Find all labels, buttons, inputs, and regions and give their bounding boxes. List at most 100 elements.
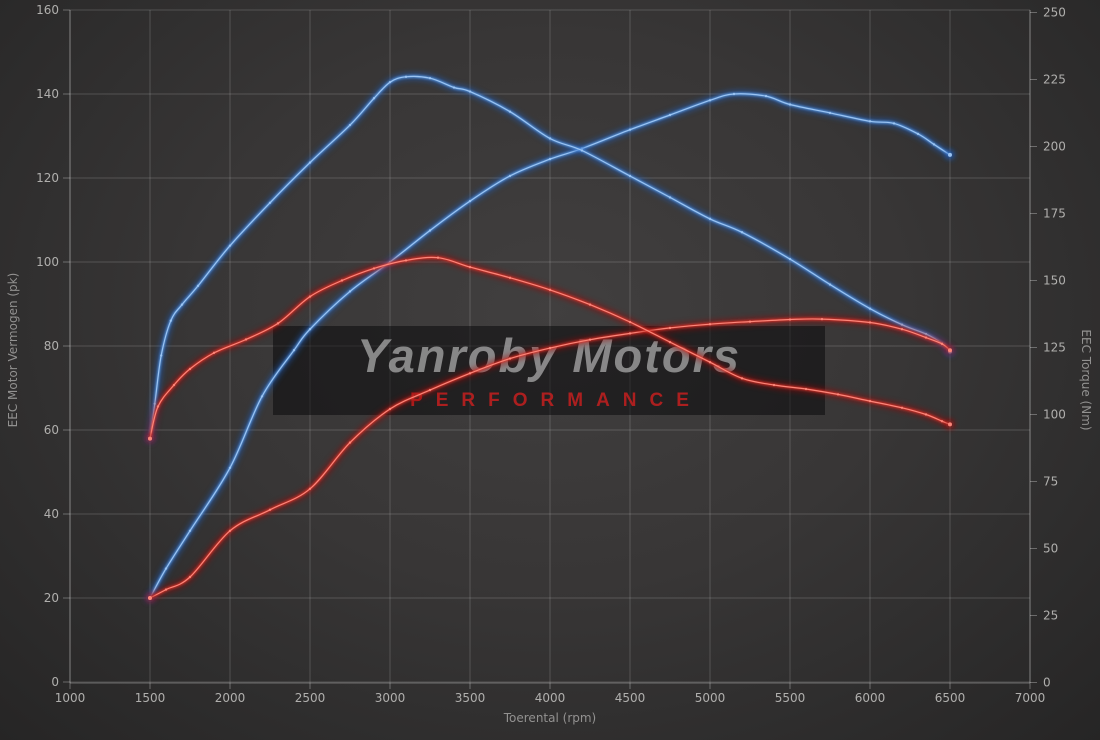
curve-marker-dot: [388, 407, 392, 411]
curve-marker-dot: [372, 267, 376, 270]
curve-marker-dot: [868, 321, 872, 324]
curve-marker-dot: [924, 413, 928, 416]
curve-marker-dot: [828, 283, 832, 286]
curve-marker-dot: [196, 284, 200, 288]
x-tick-label: 4500: [615, 691, 646, 705]
curve-marker-dot: [748, 320, 752, 323]
curve-marker-dot: [188, 575, 192, 579]
x-tick-label: 2000: [215, 691, 246, 705]
curve-marker-dot: [228, 244, 232, 247]
curve-endpoint-dot: [148, 436, 152, 441]
curve-red-torque-nm: [145, 253, 955, 444]
curve-marker-dot: [156, 405, 160, 408]
y-right-tick-label: 0: [1043, 676, 1051, 690]
x-tick-label: 5500: [775, 691, 806, 705]
curve-endpoint-dot: [948, 348, 952, 353]
curve-marker-dot: [428, 229, 432, 232]
curve-marker-dot: [468, 265, 472, 269]
curve-marker-dot: [160, 354, 163, 357]
curve-marker-dot: [828, 111, 832, 115]
y-right-tick-label: 200: [1043, 140, 1066, 154]
y-left-tick-label: 140: [36, 87, 59, 101]
y-left-tick-label: 60: [44, 423, 59, 437]
y-right-tick-label: 100: [1043, 408, 1066, 422]
curve-marker-dot: [180, 303, 184, 306]
curve-marker-dot: [708, 99, 712, 102]
x-tick-label: 6500: [935, 691, 966, 705]
y-right-tick-label: 150: [1043, 274, 1066, 288]
curve-marker-dot: [740, 231, 744, 234]
y-right-tick-label: 25: [1043, 609, 1058, 623]
curve-marker-dot: [268, 201, 272, 204]
curve-marker-dot: [404, 259, 408, 262]
curve-marker-dot: [172, 383, 176, 387]
curve-marker-dot: [164, 567, 168, 570]
y-left-tick-label: 40: [44, 507, 59, 521]
curve-marker-dot: [468, 199, 472, 203]
curve-marker-dot: [508, 276, 512, 280]
curve-marker-dot: [940, 342, 944, 346]
curve-endpoint-dot: [948, 422, 952, 427]
x-tick-label: 3500: [455, 691, 486, 705]
watermark-title: Yanroby Motors: [357, 329, 741, 382]
axis-ticks: [63, 9, 1037, 689]
curve-marker-dot: [668, 196, 672, 199]
curve-marker-dot: [668, 340, 672, 344]
curve-marker-dot: [404, 75, 408, 79]
curve-marker-dot: [732, 92, 736, 96]
x-tick-label: 5000: [695, 691, 726, 705]
y-left-tick-label: 120: [36, 171, 59, 185]
curve-core: [149, 318, 951, 599]
curve-marker-dot: [588, 338, 592, 341]
curve-marker-dot: [388, 80, 392, 84]
curve-marker-dot: [428, 76, 432, 80]
curve-marker-dot: [580, 149, 584, 152]
y-right-tick-label: 125: [1043, 341, 1066, 355]
curve-marker-dot: [548, 288, 552, 292]
curve-marker-dot: [924, 336, 928, 339]
curve-marker-dot: [292, 349, 296, 352]
curve-marker-dot: [169, 319, 172, 322]
curve-marker-dot: [628, 174, 632, 178]
curve-marker-dot: [228, 466, 232, 469]
curve-marker-dot: [348, 441, 352, 444]
y-right-tick-label: 175: [1043, 207, 1066, 221]
curve-marker-dot: [348, 123, 352, 127]
curve-marker-dot: [892, 122, 896, 125]
y-left-tick-label: 0: [51, 675, 59, 689]
curve-marker-dot: [340, 279, 344, 282]
curve-marker-dot: [548, 346, 552, 350]
curve-marker-dot: [788, 103, 792, 106]
curve-marker-dot: [916, 132, 920, 136]
curve-marker-dot: [820, 317, 824, 321]
watermark: Yanroby Motors PERFORMANCE: [273, 326, 825, 415]
curve-marker-dot: [372, 97, 376, 100]
y-left-tick-label: 100: [36, 255, 59, 269]
dyno-curves: [145, 72, 955, 603]
y-left-tick-label: 80: [44, 339, 59, 353]
axis-tick-labels: 1000 1500 2000 2500 3000 3500 4000 4500 5000 5500…: [36, 3, 1066, 705]
x-tick-label: 1500: [135, 691, 166, 705]
curve-marker-dot: [708, 361, 712, 364]
curve-marker-dot: [668, 326, 672, 330]
curve-marker-dot: [308, 328, 312, 331]
curve-marker-dot: [804, 387, 808, 391]
curve-marker-dot: [868, 307, 872, 310]
curve-marker-dot: [868, 120, 872, 123]
y-left-tick-label: 160: [36, 3, 59, 17]
curve-marker-dot: [764, 94, 768, 98]
curve-marker-dot: [788, 257, 792, 261]
curve-marker-dot: [308, 161, 312, 164]
curve-marker-dot: [940, 420, 944, 423]
curve-marker-dot: [900, 323, 904, 326]
x-tick-label: 4000: [535, 691, 566, 705]
curve-marker-dot: [900, 406, 904, 409]
x-axis-title: Toerental (rpm): [503, 711, 596, 725]
curve-marker-dot: [508, 174, 512, 178]
x-tick-label: 2500: [295, 691, 326, 705]
curve-marker-dot: [468, 90, 472, 93]
curve-core: [149, 256, 951, 439]
curve-marker-dot: [628, 128, 632, 131]
curve-marker-dot: [428, 388, 432, 392]
